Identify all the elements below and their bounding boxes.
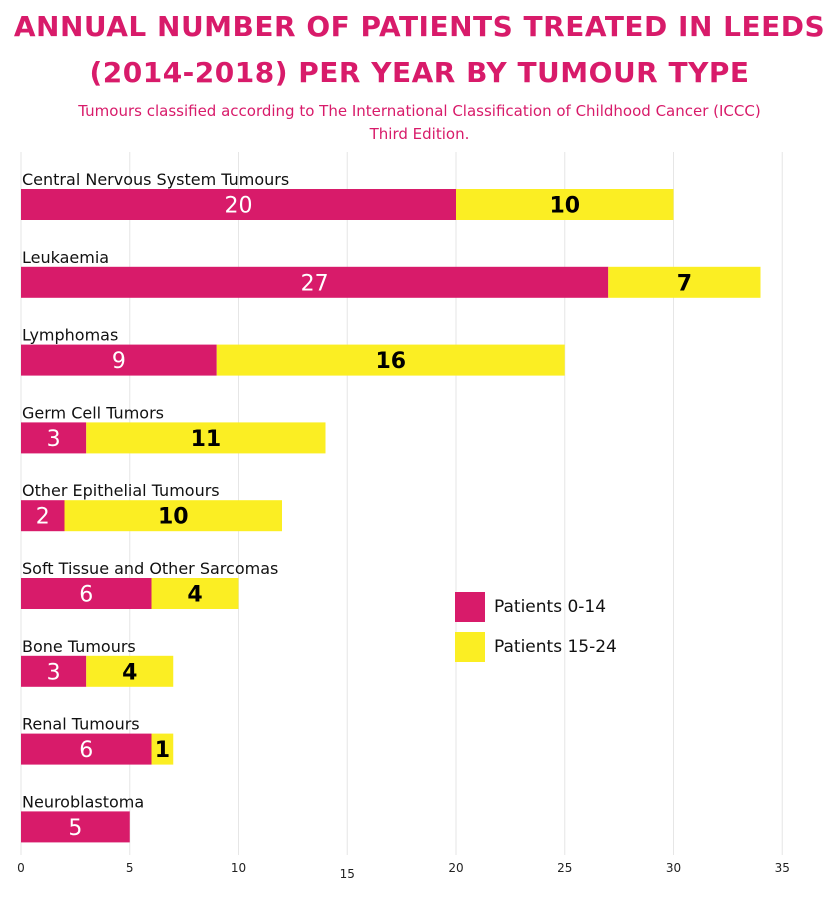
chart-title: ANNUAL NUMBER OF PATIENTS TREATED IN LEE…	[0, 4, 839, 96]
bar-segment-series-2	[456, 189, 674, 220]
data-label: 10	[549, 194, 580, 219]
bar-segment-series-1	[21, 811, 130, 843]
category-label: Renal Tumours	[22, 715, 140, 734]
bar-segment-series-2	[608, 266, 761, 298]
legend-item-series-1: Patients 0-14	[455, 592, 617, 622]
legend-swatch-series-1	[455, 592, 485, 622]
category-label: Soft Tissue and Other Sarcomas	[22, 559, 278, 578]
data-label: 2	[36, 505, 50, 530]
data-label: 20	[225, 194, 253, 219]
bar-segment-series-1	[21, 655, 87, 687]
chart-subtitle-line-1: Tumours classified according to The Inte…	[78, 102, 761, 120]
data-label: 27	[301, 271, 329, 296]
category-label: Central Nervous System Tumours	[22, 170, 289, 189]
x-tick-label: 25	[557, 861, 572, 875]
bar-segment-series-1	[21, 733, 152, 765]
category-label: Bone Tumours	[22, 637, 136, 656]
category-label: Neuroblastoma	[22, 792, 144, 811]
bar-segment-series-2	[151, 733, 174, 765]
bar-segment-series-1	[21, 578, 152, 609]
bar-segment-series-1	[21, 189, 456, 220]
category-label: Leukaemia	[22, 248, 109, 267]
bar-segment-series-2	[151, 578, 239, 609]
bar-segment-series-2	[86, 655, 174, 687]
bar-segment-series-1	[21, 344, 217, 376]
data-label: 10	[158, 505, 189, 530]
data-label: 4	[187, 583, 202, 608]
chart-title-line-2: (2014-2018) PER YEAR BY TUMOUR TYPE	[89, 56, 750, 89]
data-label: 5	[68, 816, 82, 841]
data-label: 3	[47, 427, 61, 452]
legend-label-series-1: Patients 0-14	[494, 597, 607, 617]
data-label: 1	[155, 738, 170, 763]
x-tick-label: 0	[17, 861, 25, 875]
data-label: 11	[191, 427, 222, 452]
chart-title-line-1: ANNUAL NUMBER OF PATIENTS TREATED IN LEE…	[13, 10, 826, 43]
x-tick-label: 5	[126, 861, 134, 875]
data-label: 7	[677, 271, 692, 296]
category-label: Other Epithelial Tumours	[22, 481, 220, 500]
data-label: 6	[79, 738, 93, 763]
x-tick-label: 20	[448, 861, 463, 875]
x-tick-label: 30	[666, 861, 681, 875]
x-tick-label: 10	[231, 861, 246, 875]
bar-segment-series-2	[86, 422, 326, 454]
legend-swatch-series-2	[455, 632, 485, 662]
x-tick-label: 15	[340, 867, 355, 881]
chart-subtitle: Tumours classified according to The Inte…	[0, 100, 839, 146]
chart-subtitle-line-2: Third Edition.	[369, 125, 470, 143]
bar-segment-series-1	[21, 422, 87, 454]
legend: Patients 0-14 Patients 15-24	[455, 592, 617, 672]
bar-segment-series-1	[21, 266, 609, 298]
data-label: 9	[112, 349, 126, 374]
legend-label-series-2: Patients 15-24	[494, 637, 617, 657]
data-label: 16	[375, 349, 406, 374]
bar-segment-series-2	[216, 344, 565, 376]
category-label: Germ Cell Tumors	[22, 403, 164, 422]
bar-segment-series-1	[21, 500, 65, 532]
category-label: Lymphomas	[22, 326, 118, 345]
bars: Central Nervous System Tumours 20 10 Leukae…	[21, 170, 761, 843]
bar-segment-series-2	[64, 500, 282, 532]
x-axis: 0 5 10 15 20 25 30 35	[17, 861, 790, 881]
data-label: 6	[79, 583, 93, 608]
data-label: 4	[122, 660, 137, 685]
legend-item-series-2: Patients 15-24	[455, 632, 617, 662]
data-label: 3	[47, 660, 61, 685]
x-tick-label: 35	[775, 861, 790, 875]
